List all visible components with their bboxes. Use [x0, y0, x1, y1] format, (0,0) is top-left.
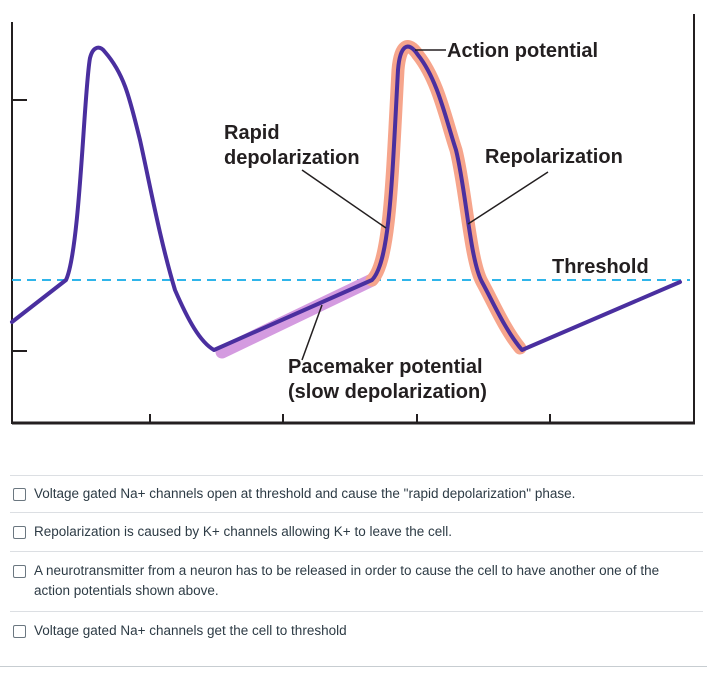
membrane-potential-diagram: Action potential Rapid depolarization Re…: [10, 14, 695, 425]
rapid-depolarization-leader: [301, 169, 387, 229]
answer-option[interactable]: Voltage gated Na+ channels open at thres…: [10, 475, 703, 512]
option-text: A neurotransmitter from a neuron has to …: [34, 563, 660, 598]
rapid-label-line2: depolarization: [224, 147, 360, 169]
answer-options: Voltage gated Na+ channels open at thres…: [10, 475, 703, 650]
repolarization-leader: [467, 171, 549, 225]
action-potential-highlight: [365, 40, 527, 355]
option-checkbox[interactable]: [13, 625, 26, 638]
repolarization-label: Repolarization: [485, 146, 623, 168]
pacemaker-action-potential-figure: Action potential Rapid depolarization Re…: [10, 14, 695, 425]
pacemaker-label-line2: (slow depolarization): [288, 381, 487, 403]
option-text: Voltage gated Na+ channels open at thres…: [34, 486, 576, 501]
rapid-label-line1: Rapid: [224, 122, 280, 144]
option-text: Voltage gated Na+ channels get the cell …: [34, 623, 347, 638]
answer-option[interactable]: A neurotransmitter from a neuron has to …: [10, 551, 703, 611]
answer-option[interactable]: Voltage gated Na+ channels get the cell …: [10, 611, 703, 650]
pacemaker-label-line1: Pacemaker potential: [288, 356, 483, 378]
action-potential-label: Action potential: [447, 40, 598, 62]
answer-option[interactable]: Repolarization is caused by K+ channels …: [10, 512, 703, 551]
option-checkbox[interactable]: [13, 565, 26, 578]
option-text: Repolarization is caused by K+ channels …: [34, 524, 452, 539]
membrane-potential-trace: [10, 44, 682, 352]
pacemaker-leader: [301, 304, 323, 361]
option-checkbox[interactable]: [13, 488, 26, 501]
bottom-divider: [0, 666, 707, 667]
option-checkbox[interactable]: [13, 526, 26, 539]
threshold-label: Threshold: [552, 256, 649, 278]
